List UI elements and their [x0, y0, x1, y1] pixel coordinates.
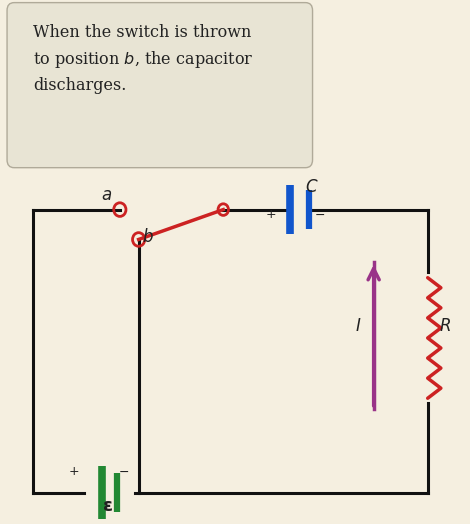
- Text: $C$: $C$: [305, 180, 318, 196]
- Text: $\boldsymbol{\varepsilon}$: $\boldsymbol{\varepsilon}$: [102, 497, 113, 515]
- FancyBboxPatch shape: [7, 3, 313, 168]
- Text: $a$: $a$: [101, 188, 112, 204]
- Text: $-$: $-$: [118, 465, 130, 478]
- Text: $-$: $-$: [314, 208, 325, 221]
- Text: When the switch is thrown
to position $b$, the capacitor
discharges.: When the switch is thrown to position $b…: [33, 24, 253, 94]
- Text: $+$: $+$: [265, 208, 276, 221]
- Text: $R$: $R$: [439, 319, 451, 335]
- Text: $I$: $I$: [355, 319, 361, 335]
- Text: $b$: $b$: [142, 228, 154, 246]
- Text: $+$: $+$: [68, 465, 79, 478]
